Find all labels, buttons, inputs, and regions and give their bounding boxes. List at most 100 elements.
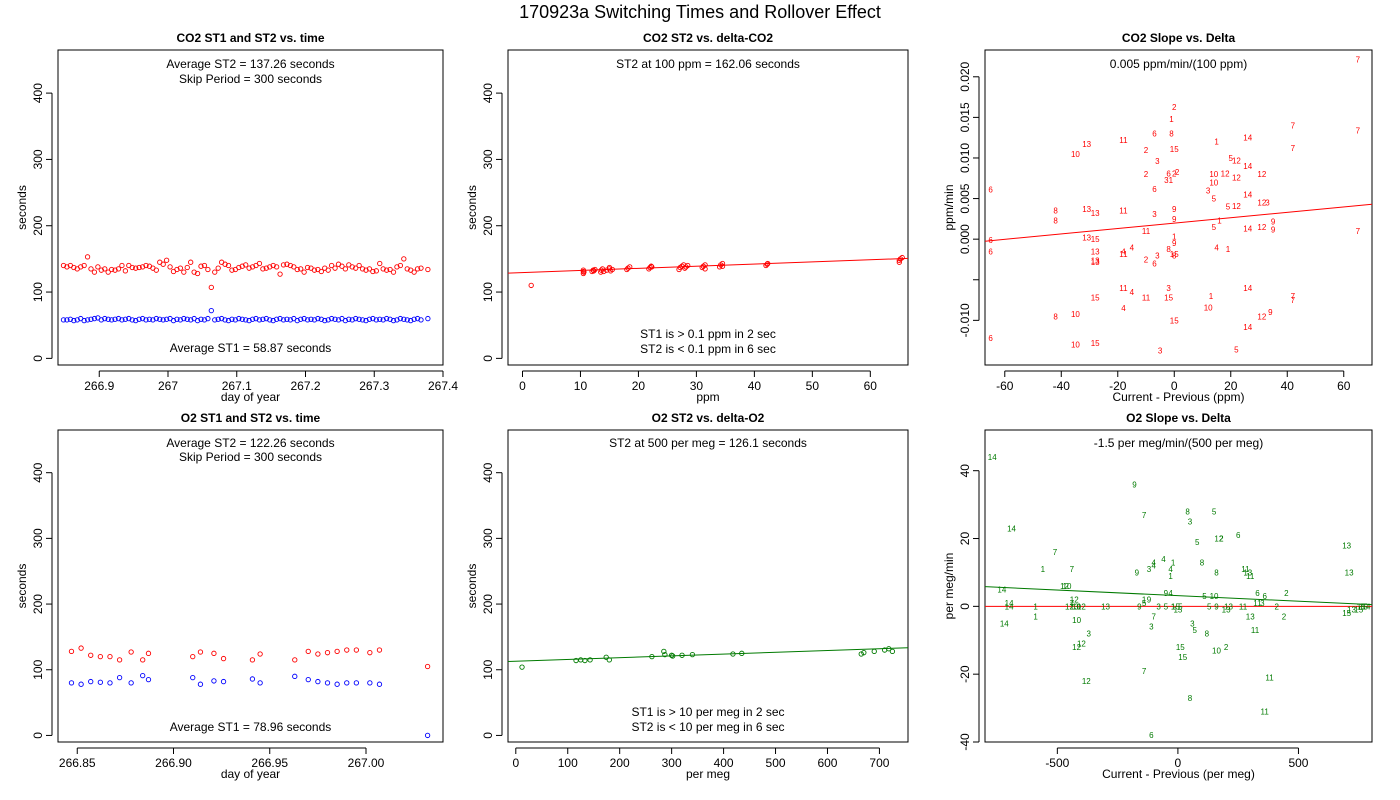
p3-point-label: 7 <box>1291 296 1296 305</box>
p6-point-label: 9 <box>1214 602 1219 611</box>
p1-point <box>105 269 111 275</box>
p1-point <box>256 260 263 267</box>
p4-annotation: Average ST1 = 78.96 seconds <box>170 720 332 734</box>
p3-x-tick-label: 60 <box>1337 379 1351 393</box>
p1-point <box>222 261 228 267</box>
p1-point <box>287 262 294 269</box>
p3-point-label: 9 <box>1172 205 1177 214</box>
p6-point-label: 14 <box>1362 602 1371 611</box>
p5-point <box>582 657 588 664</box>
p1-point <box>318 316 324 322</box>
p3-point-label: 8 <box>1053 207 1058 216</box>
p5-point <box>858 651 864 657</box>
p3-point-label: 8 <box>1172 251 1177 260</box>
p4-point <box>305 676 311 683</box>
p1-point <box>174 316 180 322</box>
p2-point <box>719 263 726 269</box>
p3-point-label: 4 <box>1130 288 1135 297</box>
p1-point <box>122 316 129 322</box>
p2-fit-line <box>507 257 909 274</box>
p3-x-tick-label: 0 <box>1171 379 1178 393</box>
p4-point <box>257 680 263 686</box>
p1-point <box>359 317 366 323</box>
p6-point-label: 3 <box>1147 565 1152 574</box>
p6-point-label: 7 <box>1152 613 1157 622</box>
p3-point-label: 12 <box>1232 156 1241 165</box>
p3-panel-title: CO2 Slope vs. Delta <box>1122 31 1236 45</box>
p1-point <box>328 262 335 269</box>
p6-point-label: 10 <box>1210 592 1219 601</box>
p1-point <box>112 267 118 273</box>
p6-point-label: 5 <box>1193 626 1198 635</box>
p1-point <box>311 267 318 273</box>
p2-point <box>591 268 597 274</box>
p4-point <box>257 651 263 657</box>
p1-point <box>315 315 321 322</box>
p2-x-tick-label: 30 <box>690 379 704 393</box>
p5-x-tick-label: 600 <box>817 756 837 770</box>
p4-plot-frame <box>57 429 444 743</box>
p1-point <box>267 317 273 323</box>
p1-point <box>129 264 135 271</box>
p6-x-tick-label: 0 <box>1175 756 1182 770</box>
p3-fit-line <box>984 203 1373 242</box>
p1-point <box>414 315 421 322</box>
p1-point <box>160 317 166 323</box>
p1-point <box>246 317 252 324</box>
p6-point-label: 4 <box>1168 589 1173 598</box>
p5-x-tick-label: 400 <box>714 756 734 770</box>
p4-x-axis-label: day of year <box>221 767 280 781</box>
p2-x-tick-label: 60 <box>864 379 878 393</box>
p3-point-label: 12 <box>1257 170 1266 179</box>
p1-point <box>160 261 166 267</box>
p6-fit-line <box>984 586 1373 606</box>
p1-point <box>342 266 349 272</box>
p1-point <box>71 264 77 271</box>
p1-point <box>136 316 142 322</box>
p6-point-label: 2 <box>1219 535 1224 544</box>
p4-point <box>249 657 256 663</box>
p5-point <box>689 651 696 658</box>
p6-x-axis-label: Current - Previous (per meg) <box>1102 767 1255 781</box>
p1-point <box>287 317 294 323</box>
p5-point <box>886 646 892 652</box>
p5-point <box>730 651 736 657</box>
p4-point <box>211 678 217 684</box>
p3-point-label: 2 <box>1144 170 1149 179</box>
p1-point <box>108 266 115 273</box>
p1-point <box>311 317 318 323</box>
p3-point-label: 1 <box>1217 216 1222 225</box>
p1-point <box>170 317 177 324</box>
p4-point <box>220 655 227 662</box>
p6-point-label: 14 <box>997 585 1006 594</box>
p3-point-label: 9 <box>1172 215 1177 224</box>
p1-x-axis-label: day of year <box>221 390 280 404</box>
p6-point-label: 11 <box>1239 602 1248 611</box>
p3-point-label: 6 <box>1152 185 1157 194</box>
p1-point <box>294 317 300 324</box>
p6-point-label: 13 <box>1345 568 1354 577</box>
p1-x-tick-label: 267.2 <box>290 379 320 393</box>
p4-point <box>211 650 217 656</box>
p3-point-label: 6 <box>1166 169 1171 178</box>
p4-point <box>140 657 146 663</box>
p1-point <box>411 269 417 275</box>
p4-point <box>128 680 134 686</box>
p6-point-label: 13 <box>1243 568 1252 577</box>
p4-point <box>197 649 204 655</box>
p1-point <box>308 316 314 322</box>
p3-point-label: 15 <box>1091 235 1100 244</box>
p4-point <box>220 678 227 685</box>
p1-point <box>198 316 204 322</box>
p5-fit-line <box>507 647 909 663</box>
p4-point <box>424 732 431 739</box>
p3-y-tick-label: 0.005 <box>958 183 972 213</box>
p6-point-label: 13 <box>1222 606 1231 615</box>
p3-point-label: 2 <box>1144 146 1149 155</box>
p6-point-label: 8 <box>1214 568 1219 577</box>
p6-point-label: 15 <box>1342 609 1351 618</box>
p1-point <box>64 264 70 270</box>
p4-annotation: Average ST2 = 122.26 seconds <box>166 436 334 450</box>
p2-point <box>685 262 691 269</box>
p6-point-label: 12 <box>1077 640 1086 649</box>
